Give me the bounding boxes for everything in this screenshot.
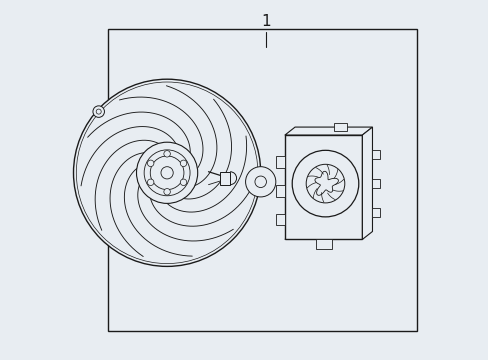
Bar — [107, 29, 416, 331]
Circle shape — [254, 176, 266, 188]
Circle shape — [163, 150, 170, 157]
Circle shape — [96, 109, 101, 114]
Polygon shape — [314, 171, 338, 195]
Circle shape — [73, 79, 260, 266]
Bar — [372, 150, 380, 159]
Polygon shape — [362, 127, 372, 239]
Circle shape — [161, 167, 173, 179]
Circle shape — [76, 82, 257, 264]
Circle shape — [180, 179, 186, 185]
Text: 1: 1 — [261, 14, 270, 29]
Circle shape — [163, 189, 170, 195]
Bar — [220, 172, 230, 185]
Bar — [372, 208, 380, 217]
Circle shape — [180, 160, 186, 167]
Polygon shape — [285, 127, 372, 135]
Bar — [275, 156, 285, 168]
Circle shape — [305, 164, 344, 203]
Circle shape — [147, 160, 154, 167]
Circle shape — [245, 167, 275, 197]
Bar — [334, 123, 346, 131]
Circle shape — [150, 156, 183, 190]
Bar — [275, 214, 285, 225]
Circle shape — [93, 106, 104, 117]
Bar — [285, 135, 362, 239]
Bar — [372, 179, 380, 188]
Bar — [315, 239, 331, 249]
Circle shape — [136, 142, 197, 203]
Circle shape — [144, 150, 190, 196]
Circle shape — [292, 150, 358, 217]
Bar — [275, 185, 285, 197]
Circle shape — [147, 179, 154, 185]
